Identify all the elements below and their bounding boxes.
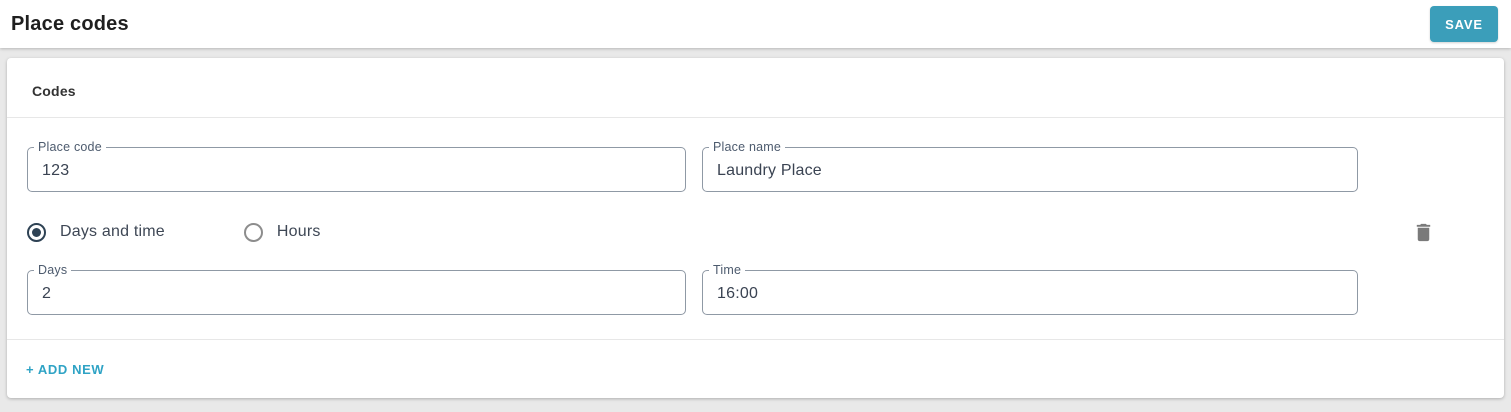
codes-card: Codes Place code Place name Days and tim… bbox=[7, 58, 1504, 398]
codes-section-title: Codes bbox=[7, 58, 1504, 118]
divider bbox=[7, 339, 1504, 340]
page-body: Codes Place code Place name Days and tim… bbox=[0, 48, 1511, 398]
trash-icon bbox=[1412, 223, 1435, 247]
page-header: Place codes SAVE bbox=[0, 0, 1511, 48]
delete-entry-button[interactable] bbox=[1412, 221, 1435, 244]
place-name-label: Place name bbox=[709, 140, 786, 155]
fields-row-bottom: Days Time bbox=[27, 263, 1484, 315]
radio-hours-label: Hours bbox=[276, 223, 321, 240]
save-button[interactable]: SAVE bbox=[1430, 6, 1498, 42]
schedule-type-row: Days and time Hours bbox=[27, 221, 1484, 243]
place-code-label: Place code bbox=[34, 140, 106, 155]
add-new-button[interactable]: + ADD NEW bbox=[20, 358, 110, 381]
days-field: Days bbox=[27, 263, 686, 315]
time-label: Time bbox=[709, 263, 746, 278]
page-title: Place codes bbox=[11, 12, 129, 35]
schedule-type-radio-group: Days and time Hours bbox=[27, 222, 321, 242]
place-name-input[interactable] bbox=[703, 148, 1357, 191]
radio-days-and-time[interactable]: Days and time bbox=[27, 222, 165, 242]
days-input[interactable] bbox=[28, 271, 685, 314]
code-entry: Place code Place name Days and time bbox=[7, 140, 1504, 315]
radio-selected-icon bbox=[27, 222, 46, 242]
add-new-row: + ADD NEW bbox=[7, 340, 1504, 398]
time-input[interactable] bbox=[703, 271, 1357, 314]
radio-days-and-time-label: Days and time bbox=[60, 223, 165, 240]
radio-hours[interactable]: Hours bbox=[243, 222, 321, 242]
radio-unselected-icon bbox=[243, 222, 263, 242]
place-code-input[interactable] bbox=[28, 148, 685, 191]
time-field: Time bbox=[702, 263, 1358, 315]
place-name-field: Place name bbox=[702, 140, 1358, 192]
fields-row-top: Place code Place name bbox=[27, 140, 1484, 192]
days-label: Days bbox=[34, 263, 72, 278]
place-code-field: Place code bbox=[27, 140, 686, 192]
